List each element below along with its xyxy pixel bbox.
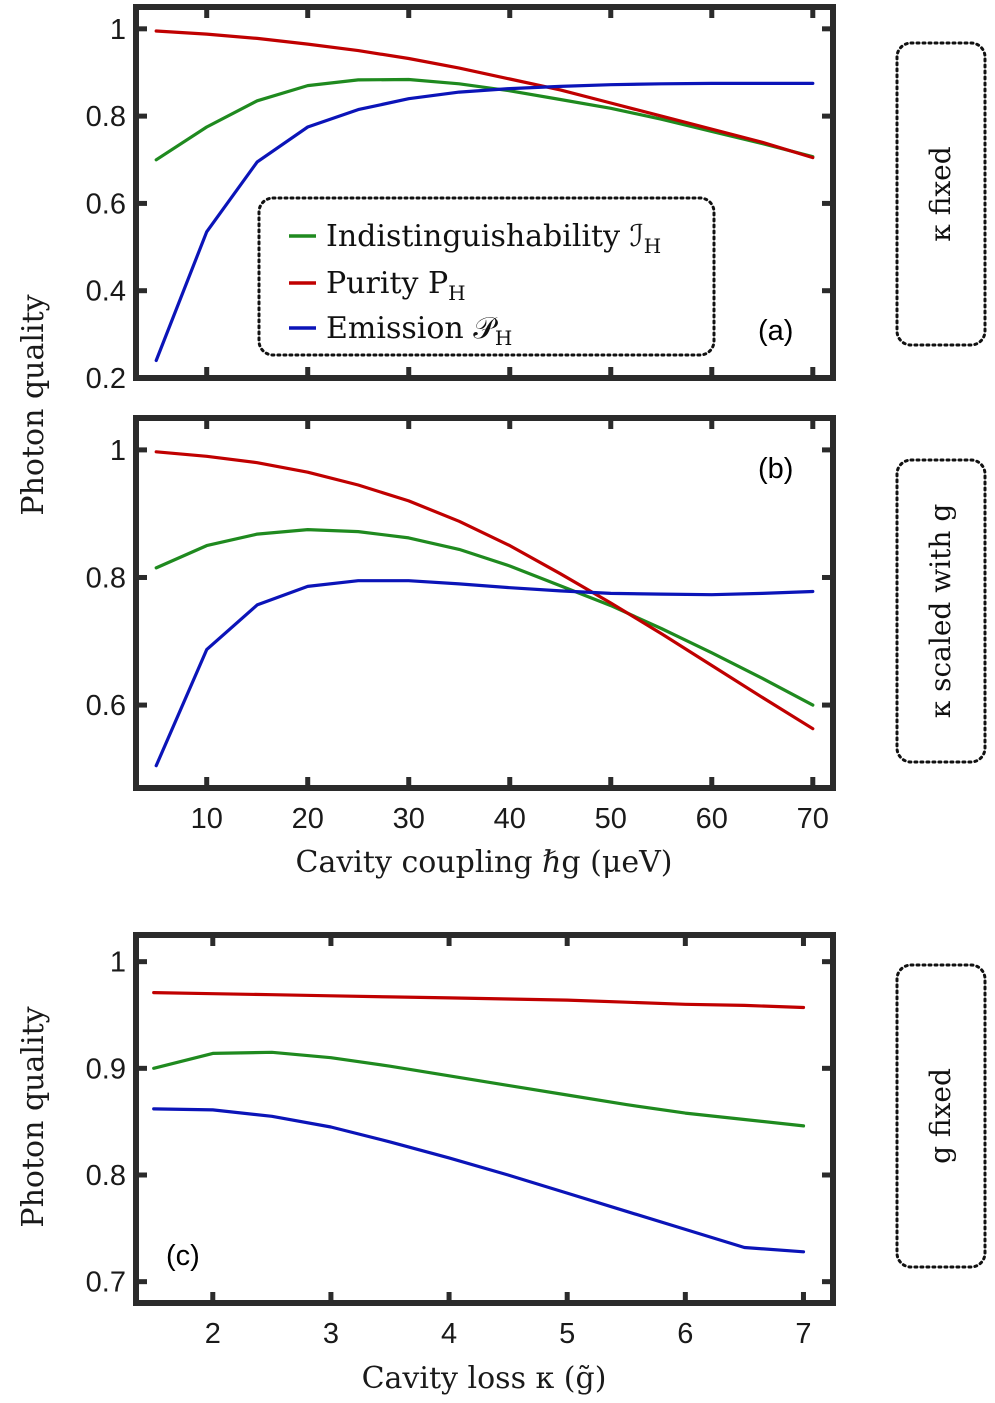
panel-c-ticks: 0.7 0.8 0.9 1 2 3 4 5 6 7 — [86, 935, 833, 1350]
xtick-label-b: 10 — [191, 803, 223, 835]
ytick-label-a: 0.2 — [86, 363, 126, 395]
side-label-c: g fixed — [924, 1068, 957, 1164]
panel-c-series — [152, 991, 806, 1254]
legend-label-emission: Emission 𝒫H — [326, 311, 512, 350]
panel-b-frame — [133, 415, 836, 791]
ytick-label-a: 1 — [110, 14, 126, 46]
panel-c-frame — [133, 932, 836, 1306]
series-emission-c — [152, 1107, 806, 1254]
panel-b-series — [154, 450, 815, 768]
side-box-a-frame — [895, 41, 987, 347]
series-indist-b — [154, 528, 815, 707]
xtick-label-c: 2 — [205, 1318, 221, 1350]
xtick-label-c: 7 — [795, 1318, 811, 1350]
side-box-b: κ scaled with g — [895, 458, 987, 764]
legend: Indistinguishability ℐH Purity PH Emissi… — [257, 196, 716, 357]
panel-c: 0.7 0.8 0.9 1 2 3 4 5 6 7 (c) — [86, 932, 836, 1350]
ytick-label-b: 1 — [110, 435, 126, 467]
ytick-label-b: 0.6 — [86, 690, 126, 722]
panel-c-label: (c) — [166, 1240, 200, 1272]
xtick-label-c: 4 — [441, 1318, 457, 1350]
ylabel-top: Photon quality — [16, 294, 51, 515]
xtick-label-b: 30 — [393, 803, 425, 835]
panel-b-ticks: 0.6 0.8 1 10 20 30 40 50 60 70 — [86, 418, 833, 835]
panel-a-series — [154, 29, 815, 363]
xtick-label-b: 40 — [494, 803, 526, 835]
side-box-b-frame — [895, 458, 987, 764]
xtick-label-b: 50 — [595, 803, 627, 835]
legend-box — [257, 196, 716, 357]
ytick-label-a: 0.6 — [86, 188, 126, 220]
panel-a-label: (a) — [758, 315, 793, 347]
xtick-label-c: 6 — [677, 1318, 693, 1350]
ylabel-bottom: Photon quality — [16, 1006, 51, 1227]
ytick-label-c: 0.8 — [86, 1160, 126, 1192]
ytick-label-b: 0.8 — [86, 562, 126, 594]
side-label-a: κ fixed — [924, 146, 957, 241]
xlabel-c: Cavity loss κ (g̃) — [362, 1361, 607, 1396]
series-indist-c — [152, 1050, 806, 1128]
xtick-label-b: 70 — [797, 803, 829, 835]
ytick-label-c: 1 — [110, 947, 126, 979]
xtick-label-c: 5 — [559, 1318, 575, 1350]
legend-label-purity: Purity PH — [326, 266, 466, 305]
panel-a-ticks: 0.2 0.4 0.6 0.8 1 — [86, 7, 833, 395]
ytick-label-a: 0.4 — [86, 276, 126, 308]
side-label-b: κ scaled with g — [924, 504, 957, 719]
side-box-c: g fixed — [895, 963, 987, 1269]
series-indist-a — [154, 77, 815, 162]
ytick-label-c: 0.7 — [86, 1267, 126, 1299]
series-emission-a — [154, 81, 815, 363]
xtick-label-b: 20 — [292, 803, 324, 835]
xtick-label-c: 3 — [323, 1318, 339, 1350]
xtick-label-b: 60 — [696, 803, 728, 835]
series-purity-a — [154, 29, 815, 160]
panel-b: 0.6 0.8 1 10 20 30 40 50 60 70 (b) — [86, 415, 836, 835]
side-box-c-frame — [895, 963, 987, 1269]
ytick-label-a: 0.8 — [86, 101, 126, 133]
series-purity-b — [154, 450, 815, 731]
panel-a-frame — [133, 4, 836, 381]
panel-b-label: (b) — [758, 453, 793, 485]
series-purity-c — [152, 991, 806, 1010]
series-emission-b — [154, 579, 815, 768]
side-box-a: κ fixed — [895, 41, 987, 347]
ytick-label-c: 0.9 — [86, 1053, 126, 1085]
legend-label-indist: Indistinguishability ℐH — [326, 219, 661, 258]
panel-a: 0.2 0.4 0.6 0.8 1 (a) Indistinguishability ℐ… — [86, 4, 836, 395]
xlabel-b: Cavity coupling ℏg (μeV) — [296, 845, 673, 880]
